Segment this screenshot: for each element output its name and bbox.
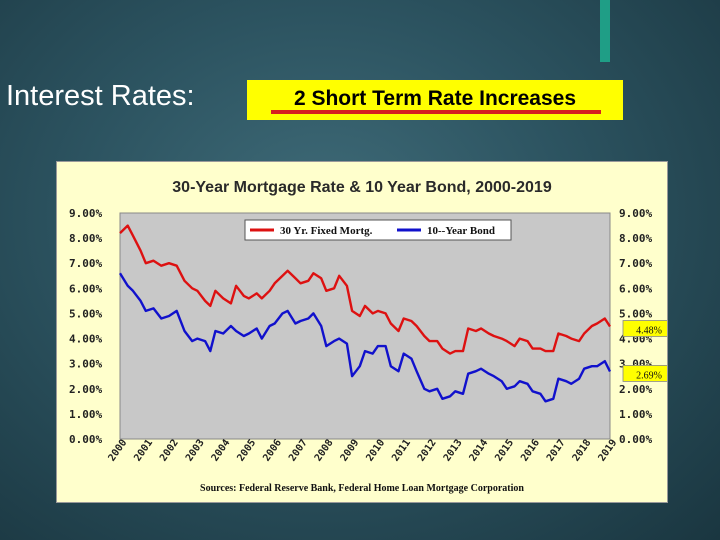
y-tick-label-right: 5.00% xyxy=(619,307,652,320)
y-tick-label-right: 2.00% xyxy=(619,383,652,396)
x-tick-label: 2015 xyxy=(493,438,516,464)
y-tick-label-left: 7.00% xyxy=(69,257,102,270)
x-tick-label: 2000 xyxy=(107,438,130,464)
x-tick-label: 2012 xyxy=(416,438,439,464)
y-tick-label-right: 6.00% xyxy=(619,282,652,295)
x-tick-label: 2001 xyxy=(132,438,155,464)
x-tick-label: 2005 xyxy=(235,438,258,464)
x-tick-label: 2018 xyxy=(571,438,594,464)
x-tick-label: 2006 xyxy=(261,438,284,464)
y-tick-label-right: 1.00% xyxy=(619,408,652,421)
y-tick-label-right: 0.00% xyxy=(619,433,652,446)
banner-text: 2 Short Term Rate Increases xyxy=(293,87,577,110)
x-tick-label: 2008 xyxy=(313,438,336,464)
legend-label-1: 10--Year Bond xyxy=(427,225,495,237)
x-tick-label: 2009 xyxy=(339,438,362,464)
x-tick-label: 2014 xyxy=(468,438,491,464)
chart-panel: 30-Year Mortgage Rate & 10 Year Bond, 20… xyxy=(57,162,676,502)
y-tick-label-left: 1.00% xyxy=(69,408,102,421)
y-tick-label-left: 2.00% xyxy=(69,383,102,396)
legend-box xyxy=(244,219,512,241)
chart-source: Sources: Federal Reserve Bank, Federal H… xyxy=(200,483,524,494)
x-tick-label: 2003 xyxy=(184,438,207,464)
y-tick-label-right: 9.00% xyxy=(619,207,652,220)
legend-label-0: 30 Yr. Fixed Mortg. xyxy=(280,225,373,237)
x-tick-label: 2010 xyxy=(364,438,387,464)
y-tick-label-left: 5.00% xyxy=(69,307,102,320)
x-tick-label: 2002 xyxy=(158,438,181,464)
y-tick-label-left: 3.00% xyxy=(69,358,102,371)
y-tick-label-left: 4.00% xyxy=(69,333,102,346)
x-tick-label: 2004 xyxy=(210,438,233,464)
x-tick-label: 2007 xyxy=(287,438,310,464)
x-tick-label: 2011 xyxy=(390,438,413,464)
plot-area xyxy=(119,212,611,440)
series-line-1 xyxy=(118,272,612,403)
accent-bar xyxy=(600,0,610,62)
y-tick-label-left: 6.00% xyxy=(69,282,102,295)
chart-title: 30-Year Mortgage Rate & 10 Year Bond, 20… xyxy=(172,179,552,196)
end-label-0: 4.48% xyxy=(636,326,662,337)
x-tick-label: 2016 xyxy=(519,438,542,464)
y-tick-label-left: 9.00% xyxy=(69,207,102,220)
y-tick-label-right: 8.00% xyxy=(619,232,652,245)
y-tick-label-left: 8.00% xyxy=(69,232,102,245)
x-tick-label: 2019 xyxy=(597,438,620,464)
y-tick-label-left: 0.00% xyxy=(69,433,102,446)
chart-svg: 30-Year Mortgage Rate & 10 Year Bond, 20… xyxy=(69,179,676,494)
end-label-1: 2.69% xyxy=(636,370,662,381)
banner: 2 Short Term Rate Increases xyxy=(247,80,623,120)
y-tick-label-right: 7.00% xyxy=(619,257,652,270)
series-line-0 xyxy=(119,224,612,355)
x-tick-label: 2017 xyxy=(545,438,568,464)
slide-title: Interest Rates: xyxy=(6,80,195,112)
x-tick-label: 2013 xyxy=(442,438,465,464)
banner-underline xyxy=(271,110,601,114)
